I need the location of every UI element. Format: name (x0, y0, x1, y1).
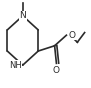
Text: N: N (19, 11, 26, 20)
Text: NH: NH (9, 61, 22, 70)
Text: O: O (53, 66, 60, 75)
Text: O: O (68, 31, 75, 40)
